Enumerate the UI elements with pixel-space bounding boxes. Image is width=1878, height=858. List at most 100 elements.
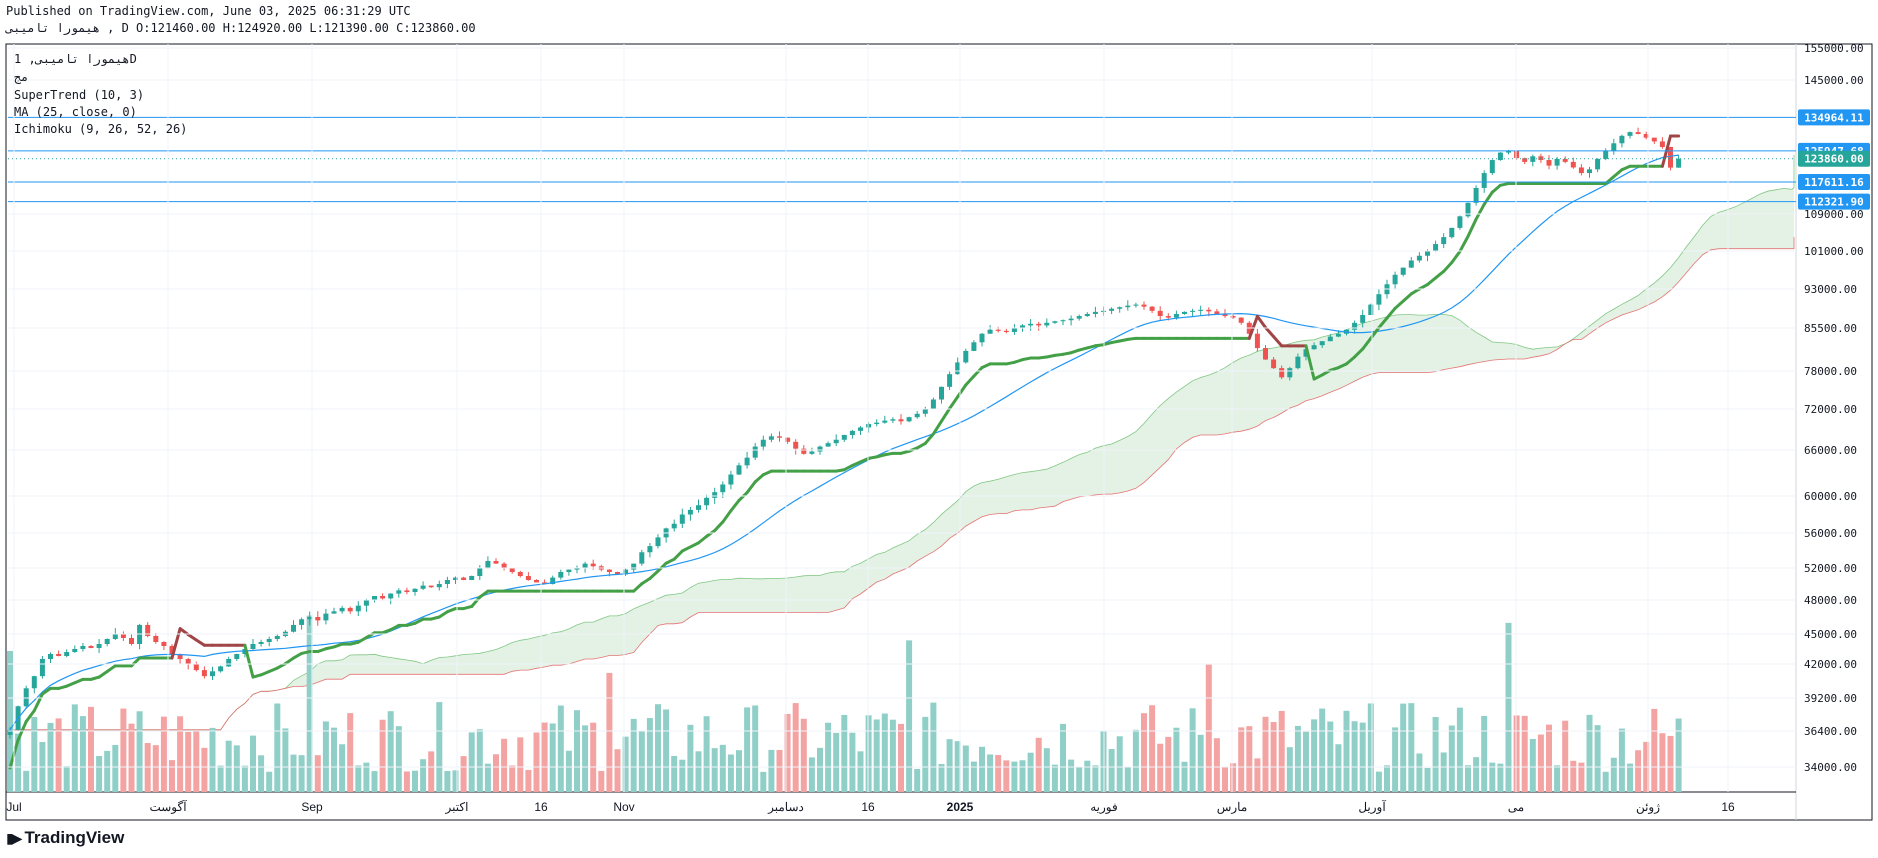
- candle-body: [1271, 359, 1277, 369]
- candle-body: [1546, 160, 1552, 166]
- candle-body: [185, 659, 191, 664]
- candle-body: [793, 441, 799, 449]
- volume-bar: [144, 743, 151, 792]
- volume-bar: [1465, 765, 1471, 792]
- candle-body: [1651, 137, 1657, 142]
- volume-bar: [1610, 757, 1617, 792]
- supertrend-segment: [1417, 283, 1429, 291]
- candle-body: [363, 600, 369, 606]
- volume-bar: [1246, 726, 1253, 792]
- candle-body: [1198, 309, 1204, 311]
- candle-body: [1441, 237, 1447, 245]
- legend-supertrend[interactable]: SuperTrend (10, 3): [14, 88, 145, 102]
- volume-bar: [484, 763, 491, 792]
- candle-body: [817, 446, 823, 452]
- candle-body: [250, 644, 256, 649]
- time-tick-label: می: [1508, 800, 1524, 814]
- volume-bar: [1011, 761, 1018, 792]
- volume-bar: [898, 723, 904, 792]
- volume-bar: [1132, 729, 1139, 792]
- volume-bar: [638, 731, 645, 792]
- volume-bar: [1043, 748, 1050, 792]
- volume-bar: [1651, 708, 1658, 792]
- candle-body: [712, 492, 718, 498]
- volume-bar: [1367, 703, 1374, 792]
- candle-body: [266, 639, 272, 642]
- last-price-label: 123860.00: [1804, 153, 1864, 166]
- volume-bars: [7, 615, 1682, 792]
- volume-bar: [1497, 763, 1504, 792]
- candle-body: [104, 639, 110, 644]
- volume-bar: [582, 725, 589, 792]
- candle-body: [1352, 322, 1358, 330]
- supertrend-segment: [170, 627, 182, 660]
- volume-bar: [825, 722, 832, 792]
- candle-body: [1587, 169, 1592, 174]
- supertrend-segment: [1255, 314, 1267, 329]
- volume-bar: [379, 719, 386, 792]
- candle-body: [129, 638, 134, 644]
- candle-body: [898, 419, 904, 422]
- candle-body: [1619, 135, 1625, 144]
- volume-bar: [1392, 727, 1399, 792]
- candle-body: [1109, 308, 1115, 311]
- volume-bar: [606, 672, 613, 792]
- supertrend-segment: [729, 498, 741, 513]
- candle-body: [1165, 316, 1171, 318]
- candle-body: [380, 596, 386, 599]
- volume-bar: [15, 733, 22, 792]
- legend-symbol[interactable]: هیمورا تامیبی, 1D: [14, 52, 137, 66]
- candle-body: [469, 576, 475, 580]
- price-tick-label: 93000.00: [1804, 283, 1857, 296]
- volume-bar: [1602, 771, 1609, 792]
- volume-bar: [1481, 716, 1488, 792]
- candle-body: [720, 484, 726, 493]
- volume-bar: [889, 719, 896, 792]
- supertrend-segment: [940, 407, 952, 423]
- price-tick-label: 34000.00: [1804, 761, 1857, 774]
- volume-bar: [1165, 736, 1172, 792]
- time-tick-label: Jul: [6, 800, 21, 814]
- volume-bar: [987, 754, 994, 792]
- price-tick-label: 39200.00: [1804, 692, 1857, 705]
- candle-body: [56, 654, 62, 656]
- span-a-line: [10, 154, 1795, 731]
- price-tick-label: 56000.00: [1804, 527, 1857, 540]
- candle-body: [48, 654, 53, 659]
- candle-body: [590, 563, 596, 567]
- legend-ichimoku[interactable]: Ichimoku (9, 26, 52, 26): [14, 122, 188, 136]
- supertrend-segment: [713, 520, 725, 533]
- candle-body: [477, 568, 483, 576]
- candle-body: [428, 585, 434, 588]
- volume-bar: [282, 728, 289, 792]
- supertrend-segment: [923, 432, 935, 445]
- level-price-label: 112321.90: [1804, 196, 1864, 209]
- volume-bar: [784, 713, 791, 792]
- volume-bar: [71, 704, 78, 792]
- volume-bar: [112, 744, 119, 792]
- candle-body: [72, 649, 78, 652]
- volume-bar: [695, 751, 702, 792]
- supertrend-segment: [1458, 234, 1470, 253]
- candle-body: [88, 646, 94, 648]
- volume-bar: [1189, 708, 1196, 792]
- candle-body: [987, 329, 993, 334]
- supertrend-segment: [1490, 183, 1502, 194]
- candle-body: [1570, 161, 1576, 168]
- candle-body: [120, 634, 126, 638]
- price-tick-label: 60000.00: [1804, 490, 1857, 503]
- volume-bar: [687, 724, 694, 792]
- volume-bar: [1303, 731, 1309, 792]
- candle-body: [1360, 315, 1366, 323]
- legend-ma[interactable]: MA (25, close, 0): [14, 105, 137, 119]
- volume-bar: [1375, 771, 1382, 792]
- volume-bar: [1618, 728, 1625, 792]
- candle-body: [177, 654, 183, 659]
- supertrend-segment: [24, 709, 36, 724]
- candle-body: [1327, 336, 1333, 342]
- supertrend-segment: [648, 569, 660, 581]
- candle-body: [809, 451, 815, 454]
- volume-bar: [655, 704, 661, 792]
- candle-body: [955, 362, 961, 375]
